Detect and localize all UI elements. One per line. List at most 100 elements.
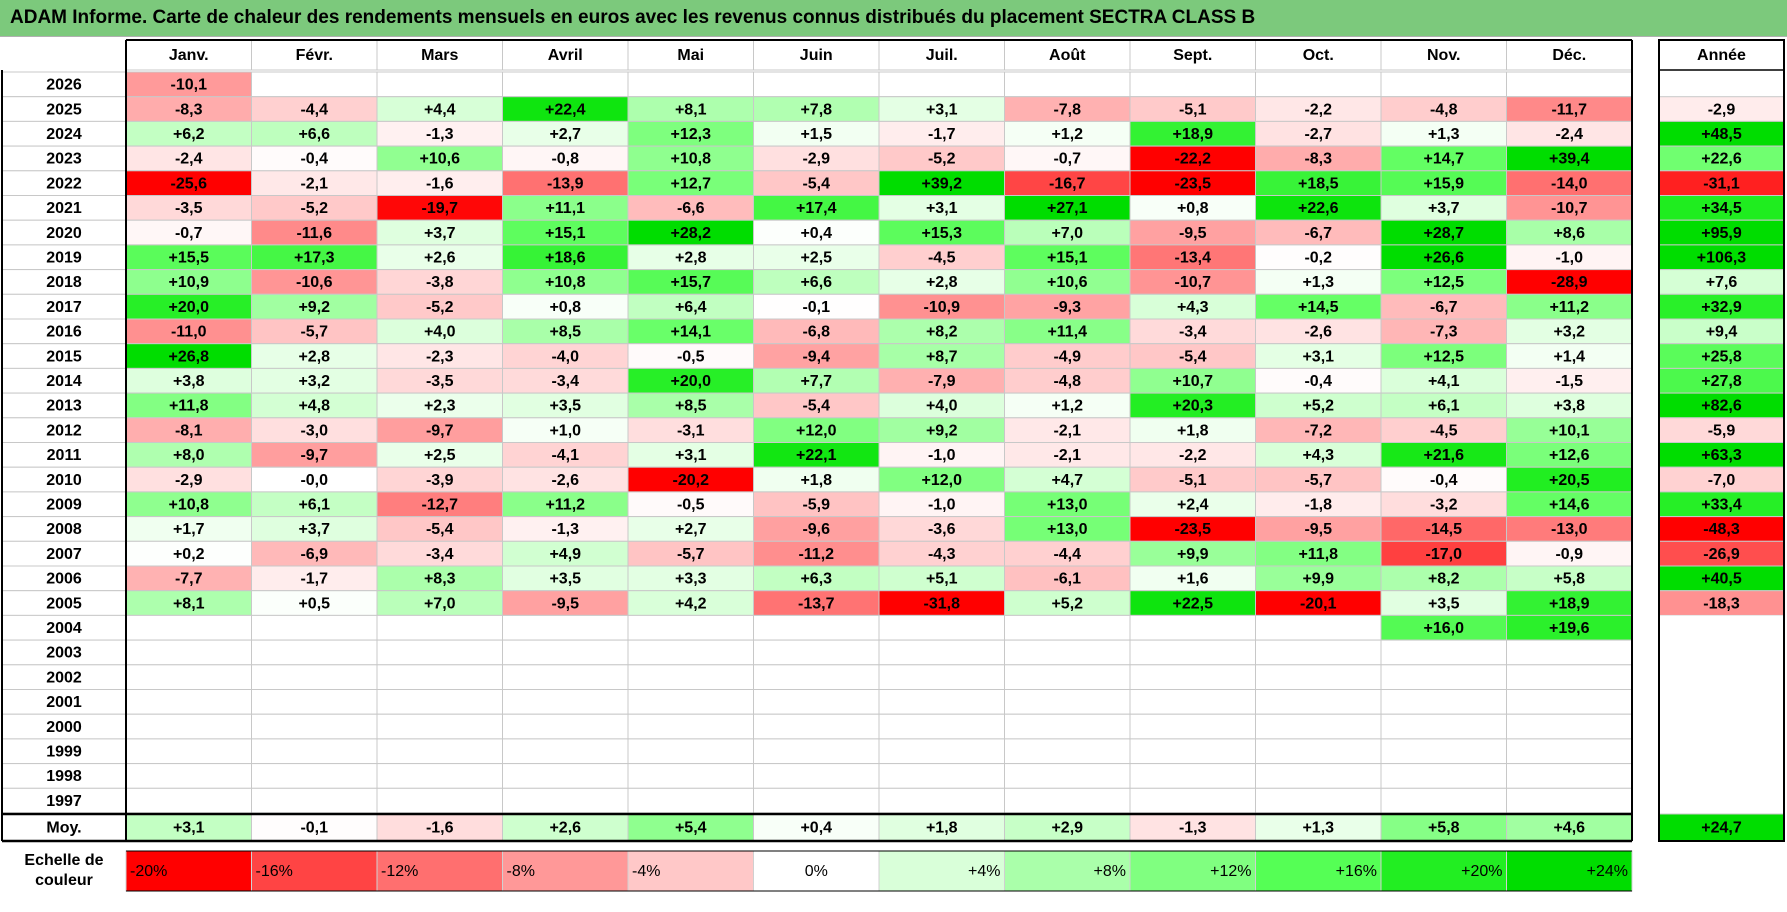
heatmap-cell bbox=[1380, 442, 1507, 468]
heatmap-cell-value: +18,6 bbox=[545, 249, 586, 266]
heatmap-cell-value: -3,1 bbox=[677, 422, 705, 439]
heatmap-cell-value: -2,1 bbox=[1053, 447, 1081, 464]
heatmap-cell bbox=[502, 763, 629, 789]
heatmap-cell bbox=[1004, 639, 1131, 666]
year-cell bbox=[1, 713, 127, 740]
heatmap-cell-value: +12,3 bbox=[671, 126, 712, 143]
heatmap-cell bbox=[251, 738, 378, 765]
heatmap-cell bbox=[1255, 689, 1382, 715]
heatmap-cell-value: +2,6 bbox=[424, 249, 456, 266]
column-header-cell bbox=[251, 39, 378, 71]
column-header-label: Juil. bbox=[926, 47, 958, 64]
heatmap-cell-value: +2,8 bbox=[926, 274, 958, 291]
annual-cell bbox=[1659, 763, 1784, 789]
heatmap-cell bbox=[502, 417, 629, 443]
heatmap-cell bbox=[502, 516, 629, 542]
heatmap-cell bbox=[1380, 195, 1507, 221]
heatmap-cell bbox=[251, 664, 378, 690]
heatmap-cell-value: -7,3 bbox=[1430, 324, 1458, 341]
heatmap-cell-value: -0,2 bbox=[1304, 249, 1332, 266]
year-cell bbox=[1, 491, 127, 518]
heatmap-cell-value: -5,1 bbox=[1179, 101, 1207, 118]
heatmap-cell-value: +3,7 bbox=[1428, 200, 1460, 217]
year-label: 1998 bbox=[46, 768, 82, 785]
heatmap-cell bbox=[125, 466, 252, 493]
heatmap-cell-value: +12,0 bbox=[796, 422, 837, 439]
heatmap-cell-value: -11,7 bbox=[1551, 101, 1587, 118]
heatmap-cell bbox=[627, 565, 754, 592]
color-scale-stop-label: -16% bbox=[256, 863, 293, 880]
heatmap-cell-value: -2,2 bbox=[1179, 447, 1207, 464]
heatmap-cell-value: -0,8 bbox=[551, 151, 579, 168]
average-cell-value: +2,6 bbox=[549, 820, 581, 837]
heatmap-cell bbox=[1506, 120, 1633, 147]
heatmap-cell bbox=[1506, 614, 1633, 641]
heatmap-cell bbox=[1506, 540, 1633, 567]
heatmap-cell-value: -1,0 bbox=[1555, 249, 1583, 266]
color-scale-swatch bbox=[753, 850, 880, 892]
color-scale-stop-label: -4% bbox=[632, 863, 660, 880]
heatmap-cell-value: +0,8 bbox=[549, 299, 581, 316]
heatmap-cell-value: +16,0 bbox=[1424, 620, 1465, 637]
column-header-label: Juin bbox=[800, 47, 833, 64]
heatmap-cell bbox=[878, 244, 1005, 271]
heatmap-cell-value: -3,6 bbox=[928, 521, 956, 538]
heatmap-cell-value: +22,4 bbox=[545, 101, 586, 118]
heatmap-cell bbox=[1380, 170, 1507, 197]
heatmap-cell bbox=[1129, 293, 1256, 320]
heatmap-cell bbox=[1380, 738, 1507, 765]
heatmap-cell bbox=[753, 516, 880, 542]
heatmap-cell-value: -2,6 bbox=[551, 472, 579, 489]
heatmap-cell bbox=[1506, 195, 1633, 221]
heatmap-cell-value: +10,8 bbox=[545, 274, 586, 291]
color-scale-swatch bbox=[125, 850, 252, 892]
heatmap-cell bbox=[1129, 540, 1256, 567]
heatmap-cell-value: +3,3 bbox=[675, 571, 707, 588]
heatmap-cell-value: +1,2 bbox=[1051, 126, 1083, 143]
year-cell bbox=[1, 219, 127, 246]
color-scale-swatch bbox=[1380, 850, 1507, 892]
heatmap-cell-value: +20,3 bbox=[1173, 398, 1214, 415]
heatmap-cell-value: +1,5 bbox=[800, 126, 832, 143]
heatmap-cell bbox=[1004, 318, 1131, 345]
heatmap-cell bbox=[627, 639, 754, 666]
heatmap-cell bbox=[753, 787, 880, 814]
heatmap-cell bbox=[1129, 763, 1256, 789]
heatmap-cell bbox=[753, 145, 880, 172]
heatmap-cell-value: +8,5 bbox=[675, 398, 707, 415]
average-cell bbox=[125, 813, 252, 842]
heatmap-cell-value: -10,1 bbox=[171, 77, 208, 94]
heatmap-cell-value: +15,7 bbox=[671, 274, 712, 291]
heatmap-cell-value: +3,5 bbox=[549, 571, 581, 588]
year-label: 1999 bbox=[46, 743, 82, 760]
heatmap-cell bbox=[1255, 466, 1382, 493]
heatmap-cell bbox=[1380, 664, 1507, 690]
heatmap-cell-value: -9,7 bbox=[300, 447, 328, 464]
annual-cell bbox=[1658, 417, 1785, 443]
heatmap-cell-value: +4,3 bbox=[1302, 447, 1334, 464]
heatmap-cell-value: +8,2 bbox=[926, 324, 958, 341]
average-cell-value: +2,9 bbox=[1051, 820, 1083, 837]
heatmap-cell-value: -4,1 bbox=[551, 447, 579, 464]
heatmap-cell-value: -14,0 bbox=[1551, 175, 1588, 192]
annual-cell bbox=[1658, 590, 1785, 616]
annual-cell-value: -18,3 bbox=[1703, 595, 1740, 612]
heatmap-cell-value: -3,4 bbox=[551, 373, 579, 390]
heatmap-cell-value: -3,5 bbox=[426, 373, 454, 390]
annual-cell-value: +95,9 bbox=[1701, 225, 1742, 242]
year-cell bbox=[1, 96, 127, 122]
year-label: 2013 bbox=[46, 398, 82, 415]
page-title: ADAM Informe. Carte de chaleur des rende… bbox=[10, 7, 1256, 28]
heatmap-cell-value: -8,3 bbox=[1304, 151, 1332, 168]
heatmap-cell bbox=[627, 614, 754, 641]
heatmap-cell-value: +26,8 bbox=[169, 348, 210, 365]
heatmap-cell bbox=[1004, 120, 1131, 147]
heatmap-cell bbox=[251, 466, 378, 493]
year-label: 1997 bbox=[46, 793, 82, 810]
heatmap-cell-value: -23,5 bbox=[1175, 175, 1212, 192]
heatmap-cell-value: -0,4 bbox=[300, 151, 328, 168]
heatmap-cell bbox=[502, 639, 629, 666]
heatmap-cell bbox=[376, 738, 503, 765]
heatmap-cell-value: -13,9 bbox=[547, 175, 584, 192]
annual-cell-value: -48,3 bbox=[1703, 521, 1740, 538]
